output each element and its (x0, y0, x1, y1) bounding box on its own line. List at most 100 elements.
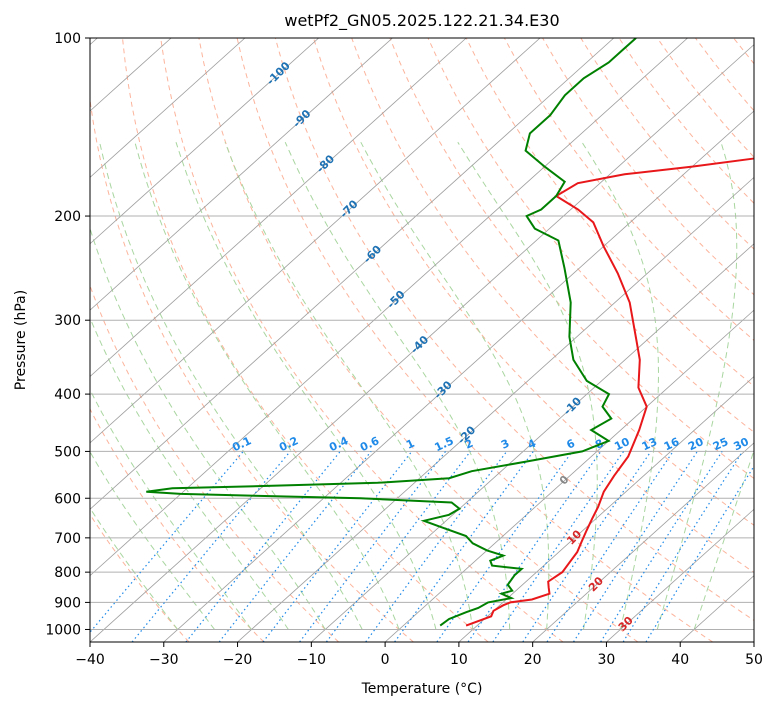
dry-adiabat (351, 38, 754, 526)
moist-adiabat (360, 141, 550, 630)
mixing-ratio-line (262, 451, 413, 642)
y-tick-label: 200 (54, 209, 81, 225)
y-tick-label: 900 (54, 595, 81, 611)
mixing-ratio-line (522, 451, 652, 642)
dry-adiabat (90, 95, 414, 642)
isotherm-line (606, 508, 754, 642)
plot-frame (89, 37, 755, 643)
x-axis-title: Temperature (°C) (361, 681, 483, 697)
dry-adiabat (503, 38, 754, 342)
mixing-ratio-label: 25 (711, 435, 730, 453)
mixing-ratio-label: 4 (526, 437, 539, 452)
isotherm-line (237, 176, 754, 642)
axes: −40 −30 −20 −10 0 10 20 30 40 50 100 200 300 400 500 60… (45, 31, 763, 668)
y-axis-title: Pressure (hPa) (13, 290, 29, 390)
moist-adiabat (224, 142, 474, 630)
y-tick-label: 500 (54, 444, 81, 460)
moist-adiabat (134, 142, 400, 630)
dry-adiabat (580, 38, 754, 250)
moist-adiabat (693, 448, 754, 630)
x-tick-label: 20 (524, 652, 542, 668)
mixing-ratio-label: 13 (640, 435, 659, 453)
moist-adiabat (90, 388, 252, 630)
isotherm-line (90, 38, 246, 178)
dry-adiabat (313, 38, 754, 574)
mixing-ratio-label: 1 (404, 437, 416, 452)
isotherm-line (532, 442, 754, 642)
isotherm-line (753, 641, 754, 642)
background-lines (90, 38, 754, 642)
dry-adiabat (198, 38, 639, 642)
dry-adiabat (122, 38, 489, 642)
mixing-ratio-line (218, 451, 372, 642)
y-tick-label: 600 (54, 491, 81, 507)
mixing-ratio-label: 3 (499, 437, 511, 452)
x-tick-label: 40 (671, 652, 689, 668)
isotherm-line (90, 38, 393, 311)
profile-line-1 (146, 38, 637, 627)
profile-line-0 (465, 157, 754, 627)
isotherm-line (311, 243, 754, 642)
chart-title: wetPf2_GN05.2025.122.21.34.E30 (284, 11, 559, 31)
isotherm-line (90, 38, 467, 378)
x-tick-label: −10 (297, 652, 327, 668)
dry-adiabat (274, 38, 754, 621)
y-tick-label: 100 (54, 31, 81, 47)
isotherm-label: 40 (651, 648, 671, 668)
dry-adiabat (236, 38, 713, 642)
isotherm-line (163, 110, 754, 642)
dry-adiabat (90, 513, 190, 642)
mixing-ratio-line (492, 451, 625, 642)
isotherm-line (90, 38, 319, 245)
mixing-ratio-line (131, 451, 291, 642)
mixing-ratio-line (622, 451, 744, 642)
x-tick-label: −30 (149, 652, 179, 668)
isotherm-line (458, 375, 754, 642)
isotherm-line (90, 38, 615, 510)
moist-adiabat (90, 450, 215, 630)
mixing-ratio-label: 20 (686, 435, 706, 453)
mixing-ratio-line (299, 451, 447, 642)
mixing-ratio-line (546, 451, 674, 642)
mixing-ratio-line (572, 451, 698, 642)
x-tick-label: 10 (450, 652, 468, 668)
mixing-ratio-label: 30 (731, 435, 751, 453)
dry-adiabat (542, 38, 754, 296)
mixing-ratio-line (436, 451, 573, 642)
y-tick-label: 1000 (45, 622, 81, 638)
isotherm-label: -100 (264, 59, 293, 88)
dry-adiabat (160, 38, 564, 642)
x-tick-label: −20 (223, 652, 253, 668)
mixing-ratio-label: 16 (662, 435, 682, 453)
x-tick-label: 30 (598, 652, 616, 668)
dry-adiabat (618, 38, 754, 204)
moist-adiabat (284, 141, 511, 630)
dry-adiabat (656, 38, 754, 158)
isotherm-line (90, 38, 541, 444)
mixing-ratio-line (645, 465, 754, 642)
mixing-ratio-line (185, 451, 341, 642)
profile-series (146, 38, 754, 627)
mixing-ratio-line (90, 451, 244, 634)
mixing-ratio-label: 6 (565, 437, 578, 452)
dry-adiabat (389, 38, 754, 480)
moist-adiabat (99, 142, 363, 630)
isotherm-line (384, 309, 754, 642)
dry-adiabat (90, 407, 265, 642)
moist-adiabat (656, 142, 738, 630)
y-tick-label: 300 (54, 313, 81, 329)
x-tick-label: 0 (381, 652, 390, 668)
moist-adiabat (457, 141, 598, 630)
y-tick-label: 400 (54, 387, 81, 403)
mixing-ratio-label: 10 (612, 435, 632, 453)
isotherm-line (90, 44, 754, 642)
isotherm-line (90, 38, 688, 577)
x-tick-label: −40 (75, 652, 105, 668)
mixing-ratio-line (600, 451, 723, 642)
mixing-ratio-line (467, 451, 602, 642)
moist-adiabat (175, 142, 437, 630)
y-tick-label: 800 (54, 565, 81, 581)
x-tick-label: 50 (745, 652, 763, 668)
mixing-ratio-labels: 0.1 0.2 0.4 0.6 1 1.5 2 3 4 6 8 10 13 16 20 25 30 (230, 434, 751, 454)
